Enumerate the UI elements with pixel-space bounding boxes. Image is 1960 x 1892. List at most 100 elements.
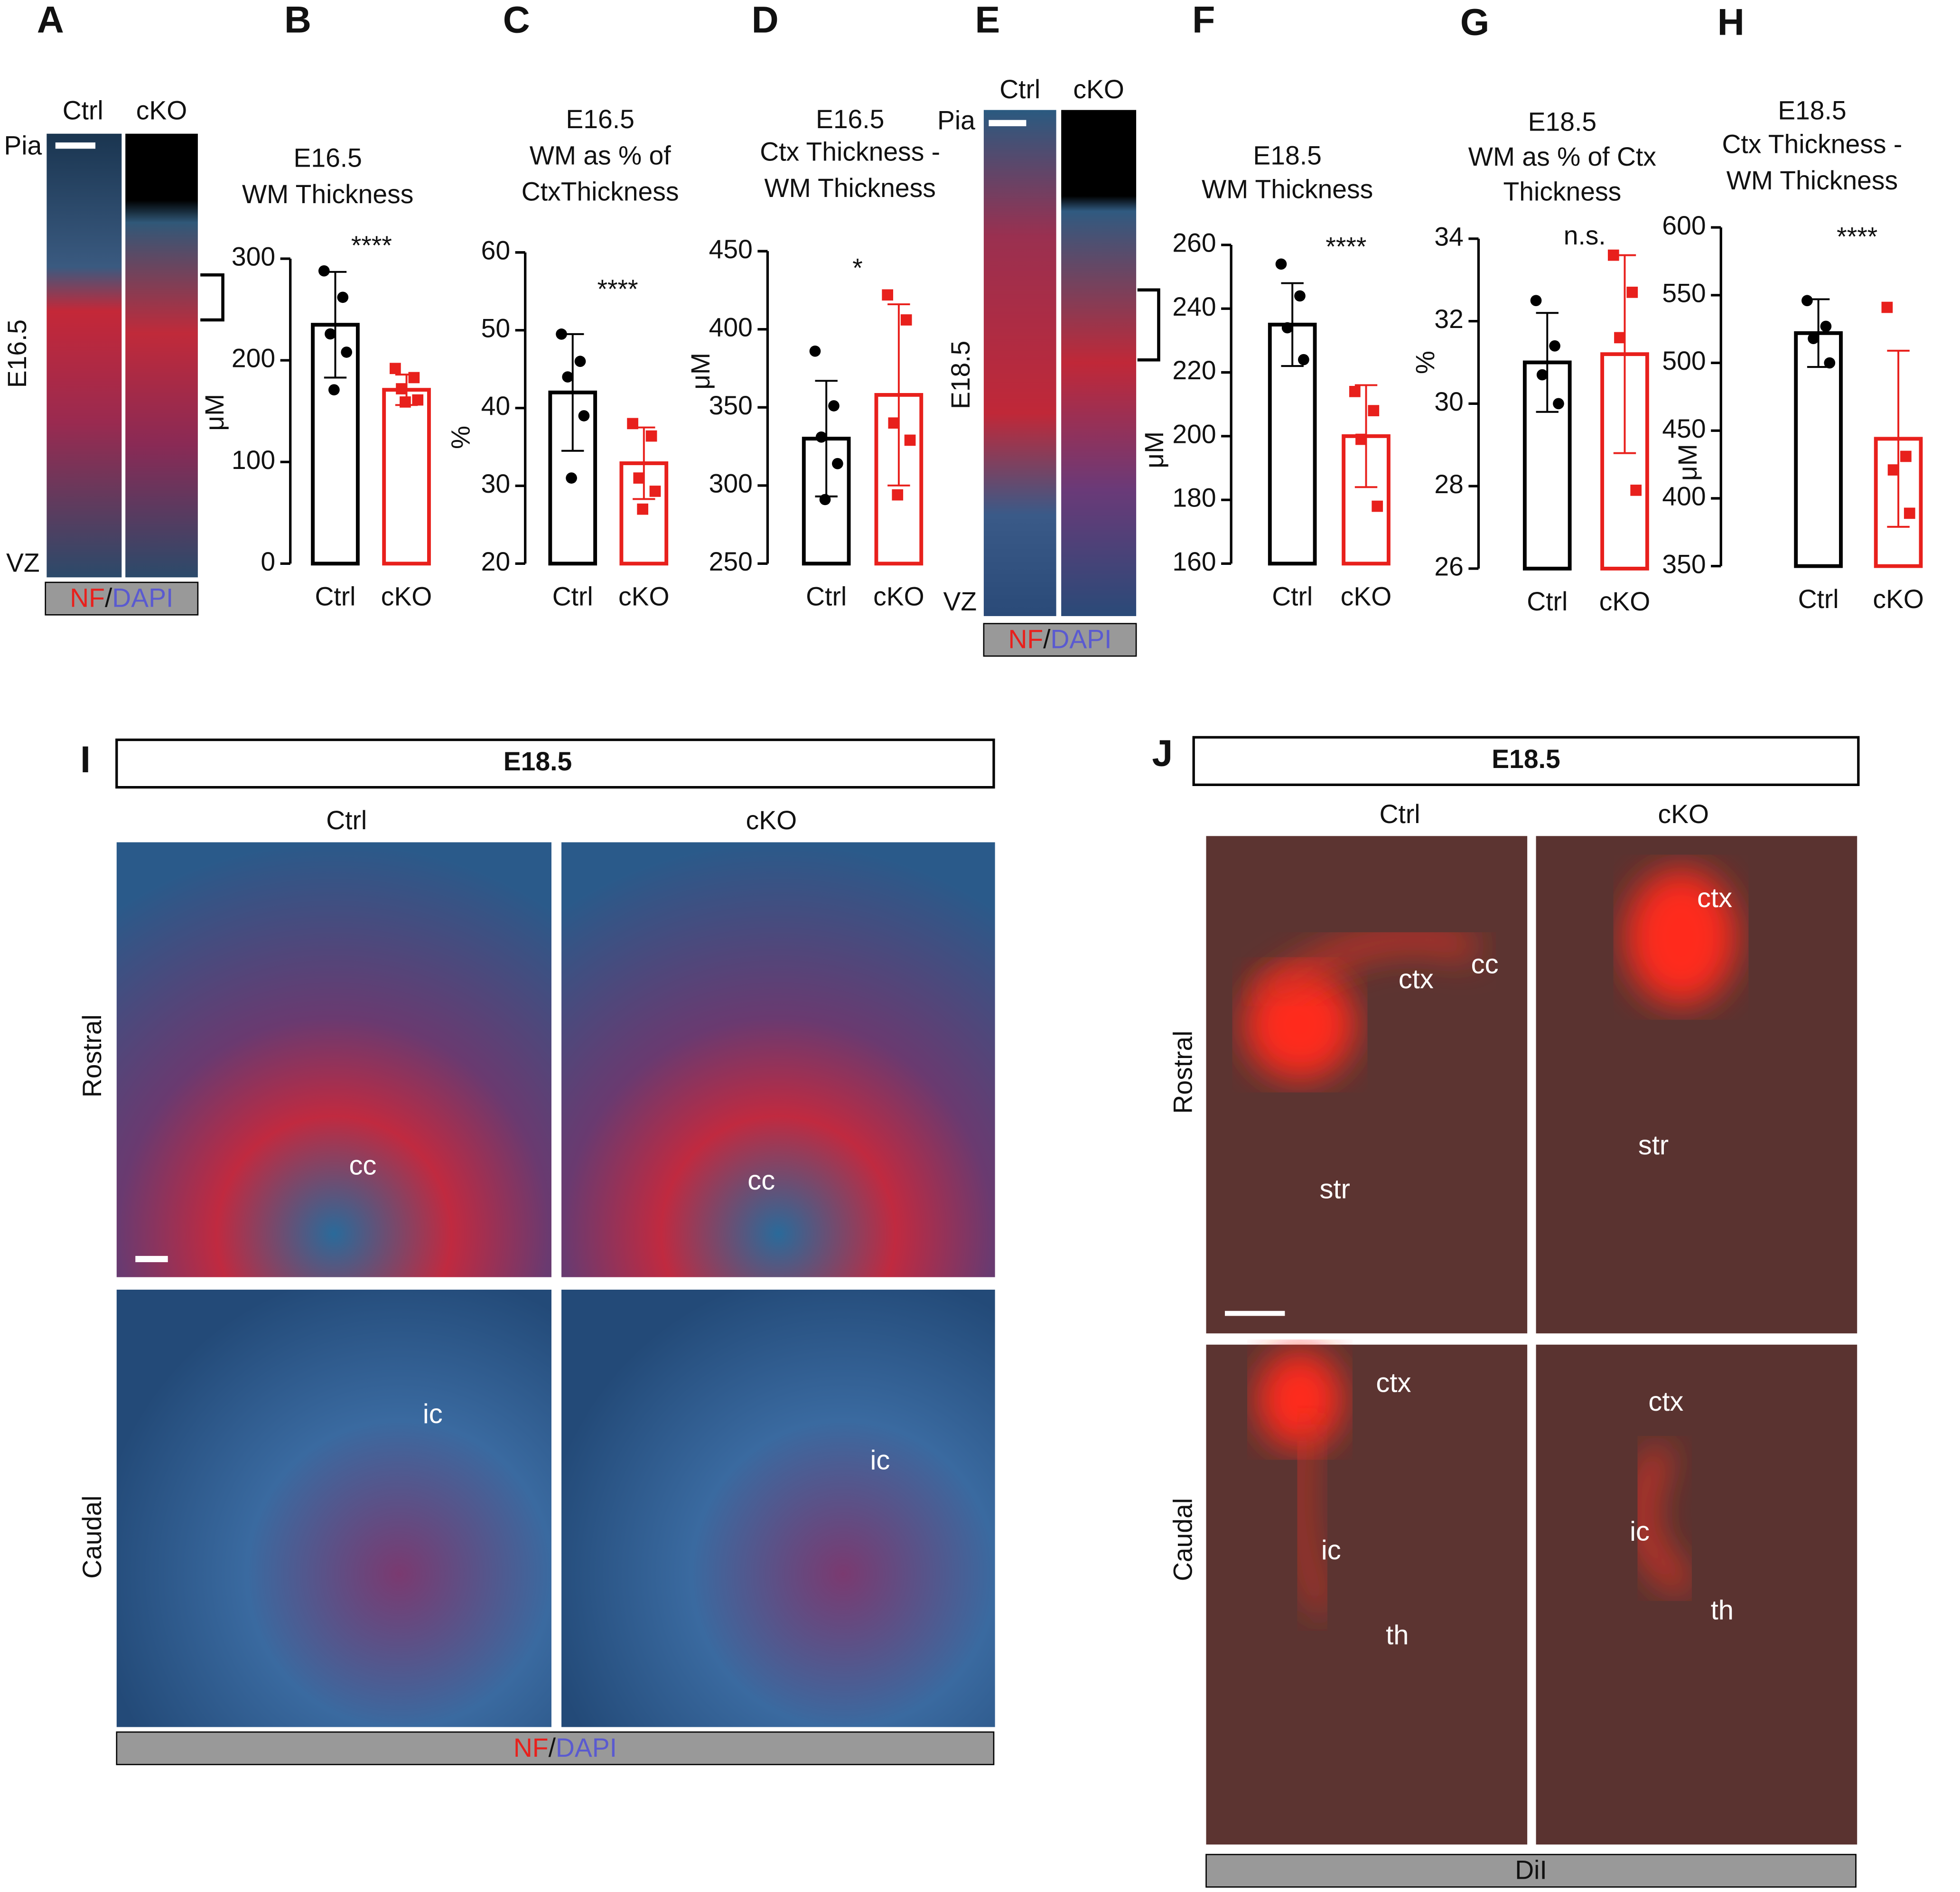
data-point [1553, 398, 1564, 410]
column-label: cKO [1073, 75, 1124, 104]
y-tick-label: 200 [232, 344, 275, 373]
panel-label: D [752, 0, 779, 40]
data-point [578, 410, 590, 421]
region-label: str [1638, 1130, 1669, 1161]
region-label: ic [1321, 1535, 1341, 1565]
stain-part: NF [70, 583, 105, 612]
micrograph [116, 1290, 551, 1727]
y-tick-label: 30 [1434, 387, 1463, 416]
column-label: Ctrl [1380, 799, 1420, 829]
bar [1794, 331, 1843, 568]
layer-label: Pia [4, 131, 42, 160]
y-tick-label: 350 [709, 391, 753, 420]
data-point [328, 384, 340, 396]
data-point [1887, 464, 1899, 476]
data-point [815, 431, 827, 443]
data-point [1355, 433, 1367, 445]
data-point [1349, 385, 1361, 397]
header-box [115, 738, 995, 789]
chart-title: E16.5 [816, 104, 884, 134]
stain-box [1205, 1854, 1857, 1888]
data-point [412, 394, 424, 406]
chart-title: E16.5 [566, 104, 634, 134]
chart-title: WM Thickness [242, 179, 413, 209]
chart-title: CtxThickness [522, 177, 679, 206]
chart-title: Thickness [1503, 177, 1621, 206]
y-axis-label: μM [1139, 431, 1169, 468]
data-point [1275, 258, 1287, 270]
data-point [562, 371, 574, 383]
region-label: str [1320, 1174, 1350, 1204]
panel-label: F [1192, 0, 1215, 40]
layer-label: Pia [937, 106, 975, 135]
panel-label: J [1152, 732, 1173, 774]
y-tick-label: 60 [481, 235, 510, 265]
data-point [337, 291, 349, 303]
chart-title: Ctx Thickness - [760, 137, 940, 166]
data-point [819, 494, 831, 506]
region-label: ic [870, 1445, 890, 1476]
data-point [1904, 507, 1915, 519]
layer-label: VZ [943, 587, 977, 616]
data-point [1801, 295, 1813, 307]
panel-label: B [284, 0, 311, 40]
chart-title: Ctx Thickness - [1722, 130, 1903, 159]
dye-signal [1256, 1349, 1344, 1450]
data-point [900, 314, 912, 326]
chart-title: WM as % of [530, 140, 672, 170]
region-label: th [1386, 1620, 1409, 1650]
data-point [1368, 405, 1380, 416]
x-tick-label: cKO [1341, 582, 1391, 611]
significance: * [852, 253, 863, 282]
y-tick-label: 32 [1434, 304, 1463, 334]
region-label: cc [349, 1150, 376, 1180]
y-tick-label: 400 [709, 312, 753, 342]
x-tick-label: cKO [381, 582, 432, 611]
region-label: ctx [1697, 883, 1732, 913]
y-tick-label: 30 [481, 469, 510, 498]
y-tick-label: 20 [481, 547, 510, 576]
column-label: Ctrl [999, 75, 1040, 104]
chart-title: E18.5 [1253, 140, 1321, 170]
y-tick-label: 220 [1172, 356, 1216, 385]
data-point [1294, 290, 1306, 302]
row-label: Rostral [77, 1014, 107, 1097]
y-tick-label: 26 [1434, 552, 1463, 581]
data-point [1824, 357, 1836, 369]
data-point [633, 472, 645, 484]
x-tick-label: cKO [1873, 584, 1923, 614]
y-tick-label: 350 [1662, 549, 1706, 579]
chart-title: WM as % of Ctx [1468, 142, 1656, 171]
chart-title: E18.5 [1528, 107, 1596, 136]
stain-part: / [105, 583, 112, 612]
row-label: Caudal [1168, 1498, 1197, 1581]
y-tick-label: 50 [481, 313, 510, 343]
micrograph [561, 1290, 995, 1727]
significance: n.s. [1564, 221, 1606, 250]
data-point [882, 289, 894, 301]
layer-label: VZ [6, 548, 40, 578]
data-point [1536, 369, 1548, 381]
data-point [1808, 333, 1819, 345]
data-point [1900, 450, 1912, 462]
stain-part: DAPI [556, 1733, 617, 1762]
stain-label: NF/DAPI [70, 583, 173, 612]
data-point [566, 472, 577, 484]
data-point [892, 489, 904, 501]
data-point [637, 503, 649, 515]
data-point [809, 345, 821, 357]
column-label: cKO [746, 806, 797, 835]
data-point [556, 328, 567, 340]
stain-label: DiI [1515, 1855, 1547, 1884]
data-point [1820, 320, 1832, 332]
y-tick-label: 300 [232, 242, 275, 272]
stain-box [45, 581, 199, 616]
x-tick-label: cKO [873, 582, 924, 611]
data-point [1549, 340, 1560, 352]
significance: **** [1325, 232, 1366, 262]
scale-bar [1225, 1311, 1285, 1316]
data-point [1298, 354, 1309, 365]
significance: **** [1837, 222, 1877, 251]
data-point [1372, 500, 1383, 512]
